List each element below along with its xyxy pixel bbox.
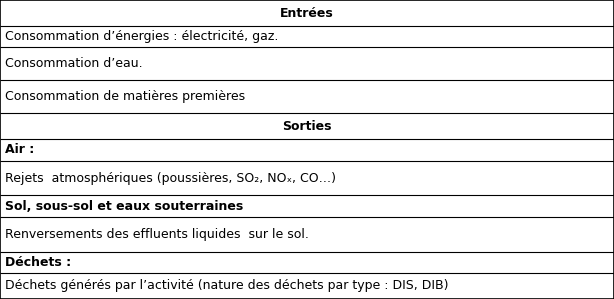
Text: Consommation d’énergies : électricité, gaz.: Consommation d’énergies : électricité, g…	[5, 30, 278, 43]
Text: Déchets :: Déchets :	[5, 256, 71, 269]
Text: Sol, sous-sol et eaux souterraines: Sol, sous-sol et eaux souterraines	[5, 200, 243, 213]
Text: Air :: Air :	[5, 144, 34, 156]
Text: Renversements des effluents liquides  sur le sol.: Renversements des effluents liquides sur…	[5, 228, 309, 241]
Text: Déchets générés par l’activité (nature des déchets par type : DIS, DIB): Déchets générés par l’activité (nature d…	[5, 280, 448, 292]
Text: Consommation d’eau.: Consommation d’eau.	[5, 57, 142, 70]
Text: Entrées: Entrées	[280, 7, 334, 19]
Text: Sorties: Sorties	[282, 120, 332, 133]
Text: Rejets  atmosphériques (poussières, SO₂, NOₓ, CO…): Rejets atmosphériques (poussières, SO₂, …	[5, 172, 336, 184]
Text: Consommation de matières premières: Consommation de matières premières	[5, 90, 245, 103]
